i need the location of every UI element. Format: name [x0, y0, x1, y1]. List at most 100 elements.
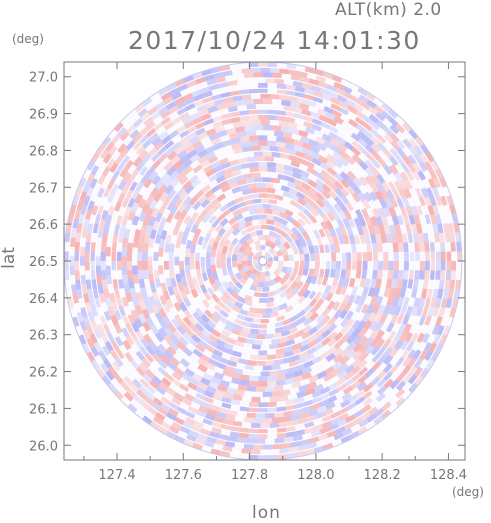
radar-cell [140, 173, 150, 184]
radar-cell [369, 121, 381, 131]
radar-cell [309, 207, 319, 218]
radar-cell [222, 69, 233, 77]
radar-cell [174, 416, 185, 426]
radar-cell [213, 304, 223, 314]
radar-cell [140, 111, 151, 122]
radar-cell [238, 268, 246, 277]
radar-cell [438, 334, 448, 345]
radar-cell [303, 359, 314, 369]
radar-cell [236, 263, 244, 271]
radar-cell [121, 184, 131, 196]
radar-cell [285, 215, 295, 224]
radar-cell [188, 338, 199, 348]
radar-cell [382, 125, 394, 136]
radar-cell [134, 317, 144, 329]
radar-cell [160, 396, 172, 406]
radar-cell [326, 84, 338, 93]
radar-cell [250, 67, 261, 73]
radar-cell [173, 301, 182, 312]
radar-cell [394, 224, 402, 235]
radar-cell [193, 216, 203, 227]
radar-cell [352, 342, 363, 353]
radar-cell [213, 164, 224, 174]
radar-cell [184, 120, 195, 130]
radar-cell [383, 287, 391, 298]
radar-cell [260, 119, 270, 125]
radar-cell [414, 187, 423, 198]
radar-cell [172, 226, 181, 236]
radar-cell [133, 338, 144, 349]
radar-cell [185, 97, 196, 106]
radar-cell [91, 306, 99, 317]
radar-cell [361, 199, 371, 210]
radar-cell [160, 110, 172, 120]
radar-cell [107, 382, 118, 393]
radar-cell [226, 250, 233, 258]
radar-cell [412, 279, 419, 290]
radar-cell [311, 157, 322, 167]
radar-cell [244, 417, 254, 424]
x-tick-label: 127.6 [165, 468, 202, 483]
radar-cell [182, 347, 193, 357]
radar-cell [369, 320, 379, 332]
radar-cell [302, 188, 313, 198]
y-tick-label: 26.0 [29, 439, 58, 454]
radar-cell [216, 299, 226, 309]
radar-cell [154, 299, 164, 310]
radar-cell [138, 127, 149, 138]
radar-cell [372, 251, 379, 261]
radar-cell [403, 270, 410, 280]
radar-cell [223, 347, 234, 356]
radar-cell [117, 192, 126, 204]
radar-cell [313, 383, 324, 393]
radar-cell [258, 381, 268, 387]
radar-cell [206, 207, 217, 218]
radar-cell [256, 307, 265, 314]
radar-cell [191, 88, 202, 98]
radar-cell [277, 261, 284, 267]
radar-cell [245, 337, 255, 345]
radar-cell [189, 377, 200, 387]
radar-cell [111, 261, 117, 271]
radar-cell [129, 128, 140, 140]
radar-cell [325, 401, 336, 411]
radar-cell [164, 139, 175, 150]
radar-cell [196, 103, 207, 113]
radar-cell [194, 144, 206, 154]
radar-cell [187, 149, 198, 159]
radar-cell [195, 343, 206, 354]
radar-cell [323, 105, 334, 114]
radar-cell [371, 242, 378, 253]
radar-cell [260, 67, 270, 73]
radar-cell [320, 392, 331, 401]
radar-cell [265, 275, 272, 282]
radar-cell [351, 184, 362, 195]
radar-cell [278, 211, 288, 220]
radar-cell [126, 387, 137, 398]
radar-cell [74, 270, 81, 281]
radar-cell [209, 404, 221, 412]
radar-cell [339, 194, 350, 205]
radar-cell [248, 114, 259, 121]
radar-cell [333, 432, 345, 441]
radar-cell [279, 68, 290, 75]
radar-cell [119, 380, 130, 391]
radar-cell [122, 274, 129, 285]
radar-cell [225, 101, 236, 109]
radar-cell [183, 226, 192, 237]
radar-cell [283, 254, 290, 261]
radar-cell [125, 292, 133, 303]
radar-cell [262, 98, 273, 105]
radar-cell [276, 265, 283, 273]
radar-cell [232, 94, 243, 102]
radar-cell [192, 71, 203, 80]
radar-cell [237, 217, 246, 226]
radar-cell [248, 62, 259, 68]
radar-cell [184, 144, 195, 154]
radar-cell [382, 206, 392, 218]
radar-cell [232, 121, 243, 128]
radar-cell [373, 312, 383, 324]
radar-cell [414, 251, 420, 261]
radar-cell [309, 304, 319, 315]
radar-cell [430, 251, 436, 261]
